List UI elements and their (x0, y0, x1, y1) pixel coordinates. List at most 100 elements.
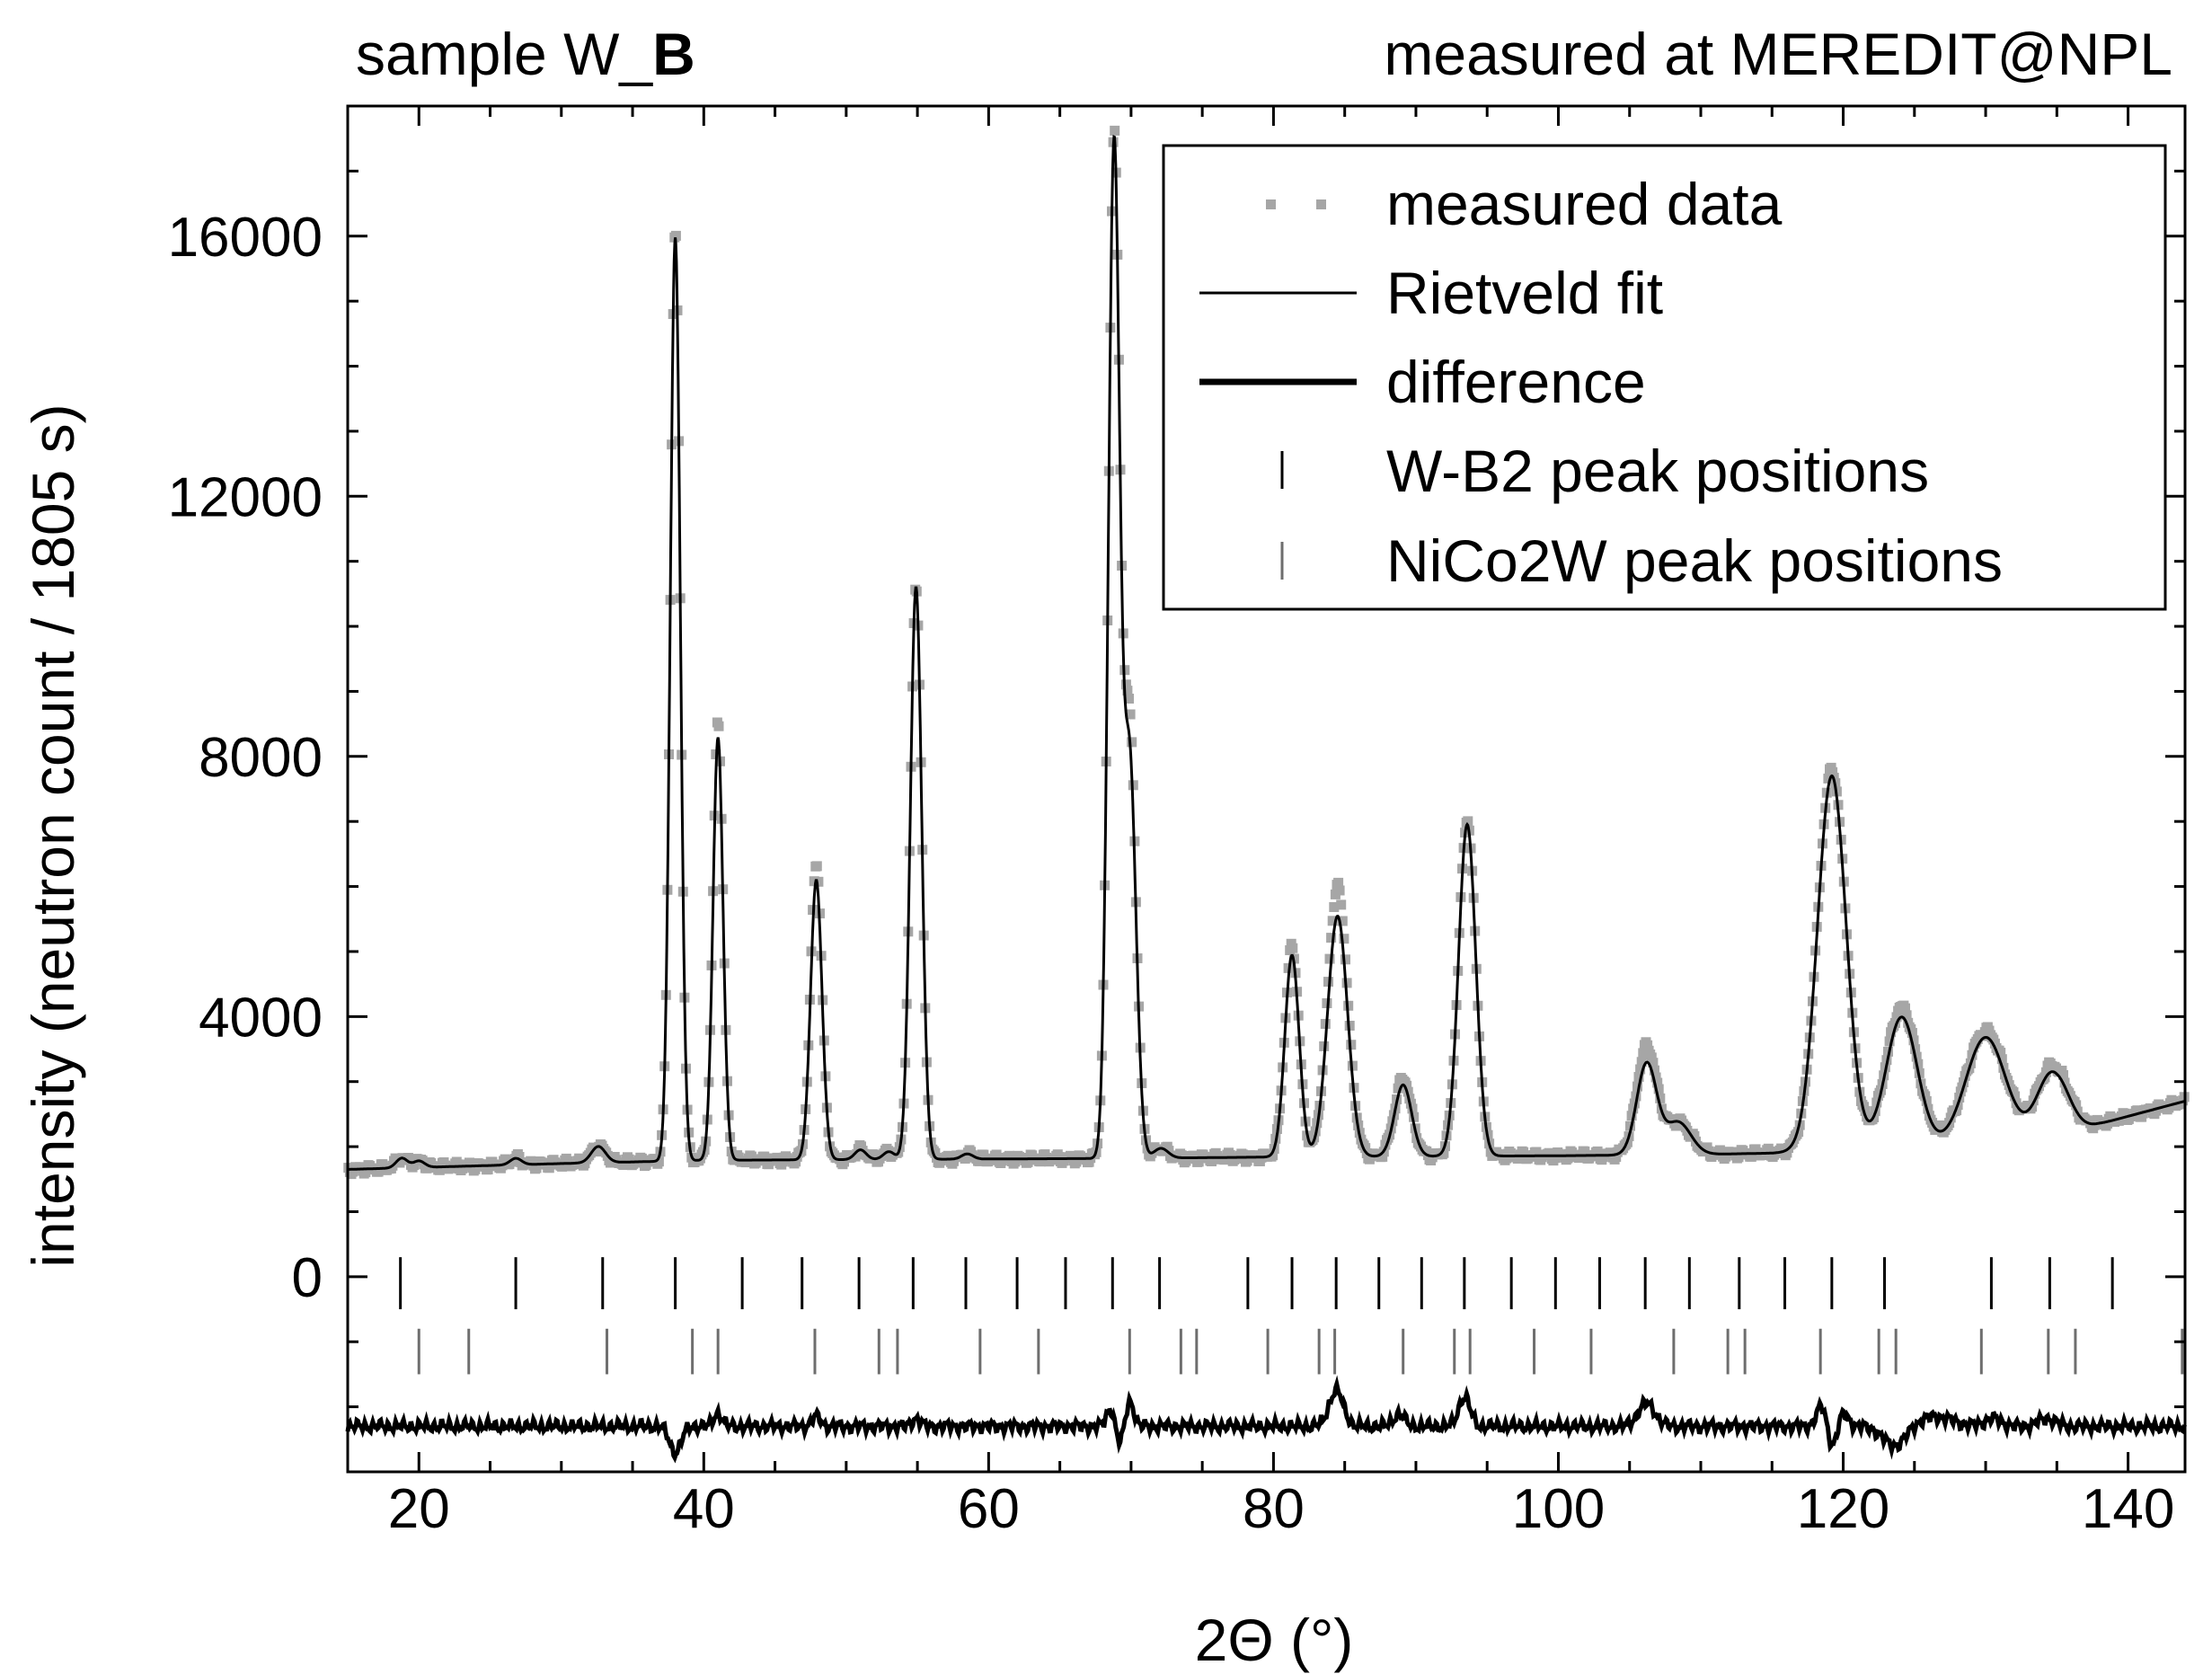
measured-point (1463, 816, 1473, 827)
measured-point (1827, 766, 1838, 777)
legend-phase1-label: W-B2 peak positions (1386, 438, 1929, 504)
measured-point (1860, 1106, 1871, 1116)
measured-point (1339, 934, 1349, 944)
sample-label-bold: B (652, 21, 695, 87)
measured-point (1891, 1012, 1902, 1023)
y-tick-label: 0 (292, 1247, 323, 1309)
facility-label: measured at MEREDIT@NPL (1384, 21, 2172, 87)
measured-point (1642, 1040, 1653, 1050)
measured-point (1908, 1035, 1919, 1046)
measured-point (1127, 737, 1137, 748)
measured-point (1333, 877, 1344, 888)
measured-point (1377, 1151, 1388, 1162)
measured-point (1636, 1057, 1647, 1067)
x-tick-label: 140 (2082, 1478, 2174, 1540)
measured-point (1360, 1143, 1371, 1154)
measured-point (1635, 1064, 1646, 1075)
measured-point (1402, 1080, 1412, 1091)
measured-point (1996, 1054, 2007, 1065)
measured-point (2071, 1100, 2082, 1111)
measured-point (1164, 1146, 1174, 1156)
measured-point (852, 1148, 863, 1159)
measured-point (1324, 953, 1335, 964)
measured-point (1901, 1010, 1912, 1021)
measured-point (1438, 1147, 1449, 1158)
legend-fit-label: Rietveld fit (1386, 260, 1663, 326)
measured-point (1120, 679, 1131, 690)
measured-point (514, 1152, 525, 1162)
measured-point (1900, 1003, 1910, 1014)
x-axis-title: 2Θ (°) (1195, 1607, 1354, 1673)
measured-point (1632, 1081, 1642, 1092)
sample-label: sample W_B (356, 21, 695, 87)
x-tick-label: 80 (1243, 1478, 1305, 1540)
legend-measured-label: measured data (1386, 171, 1783, 237)
measured-point (1995, 1048, 2006, 1058)
measured-point (2058, 1070, 2068, 1080)
measured-point (1921, 1095, 1932, 1106)
measured-point (1648, 1058, 1659, 1068)
measured-point (1409, 1112, 1420, 1122)
measured-point (1653, 1084, 1664, 1094)
measured-point (1626, 1111, 1637, 1121)
measured-point (1945, 1112, 1956, 1123)
legend-difference-label: difference (1386, 349, 1646, 415)
measured-point (1334, 885, 1345, 896)
legend: measured data Rietveld fit difference W-… (1162, 144, 2167, 611)
y-tick-label: 4000 (199, 987, 323, 1049)
measured-point (1110, 125, 1120, 136)
measured-point (1823, 773, 1834, 784)
measured-point (1407, 1103, 1418, 1114)
measured-point (713, 721, 724, 731)
y-tick-label: 8000 (199, 727, 323, 789)
measured-point (1638, 1048, 1649, 1058)
measured-point (1124, 694, 1134, 704)
measured-point (811, 861, 822, 872)
measured-point (653, 1156, 664, 1167)
y-tick-label: 12000 (168, 466, 323, 528)
measured-point (1633, 1072, 1644, 1082)
measured-point (1326, 933, 1337, 943)
rietveld-fit-line (348, 134, 2186, 1171)
measured-point (1650, 1072, 1661, 1083)
measured-point (1268, 1150, 1279, 1161)
sample-label-prefix: sample W_ (356, 21, 653, 87)
x-tick-label: 40 (673, 1478, 735, 1540)
measured-point (1337, 916, 1348, 926)
measured-point (1652, 1077, 1663, 1088)
measured-point (1689, 1130, 1700, 1141)
measured-point (2010, 1091, 2021, 1102)
measured-point (1327, 916, 1338, 926)
y-axis-title: intensity (neutron count / 1805 s) (20, 403, 86, 1267)
measured-point (1913, 1058, 1924, 1069)
plot-area: 20 40 60 80 100 120 140 0 4000 8000 12000 16000 (168, 104, 2190, 1540)
measured-point (2059, 1077, 2070, 1088)
plot-frame (346, 104, 2187, 1474)
x-tick-label: 60 (958, 1478, 1020, 1540)
x-tick-label: 20 (388, 1478, 450, 1540)
legend-phase2-label: NiCo2W peak positions (1386, 527, 2003, 594)
measured-point (1629, 1098, 1640, 1109)
measured-point (1336, 899, 1347, 910)
measured-point (1287, 943, 1298, 953)
phase2-peak-positions (417, 1328, 2184, 1375)
measured-point (1650, 1065, 1659, 1076)
measured-point (2040, 1067, 2051, 1077)
measured-point (1871, 1097, 1882, 1108)
measured-point (1393, 1083, 1403, 1094)
measured-point (1967, 1050, 1978, 1060)
x-tick-label: 100 (1512, 1478, 1605, 1540)
measured-point (813, 876, 824, 887)
measured-point (1340, 954, 1350, 965)
measured-point (1329, 902, 1340, 912)
difference-line (345, 1375, 2187, 1464)
measured-point (1646, 1052, 1657, 1063)
legend-box (1162, 144, 2167, 611)
measured-point (1911, 1051, 1922, 1062)
measured-point (1889, 1018, 1900, 1028)
measured-point (1125, 709, 1136, 720)
measured-point (1655, 1093, 1666, 1103)
legend-measured-marker (1266, 199, 1276, 209)
measured-point (670, 230, 681, 241)
